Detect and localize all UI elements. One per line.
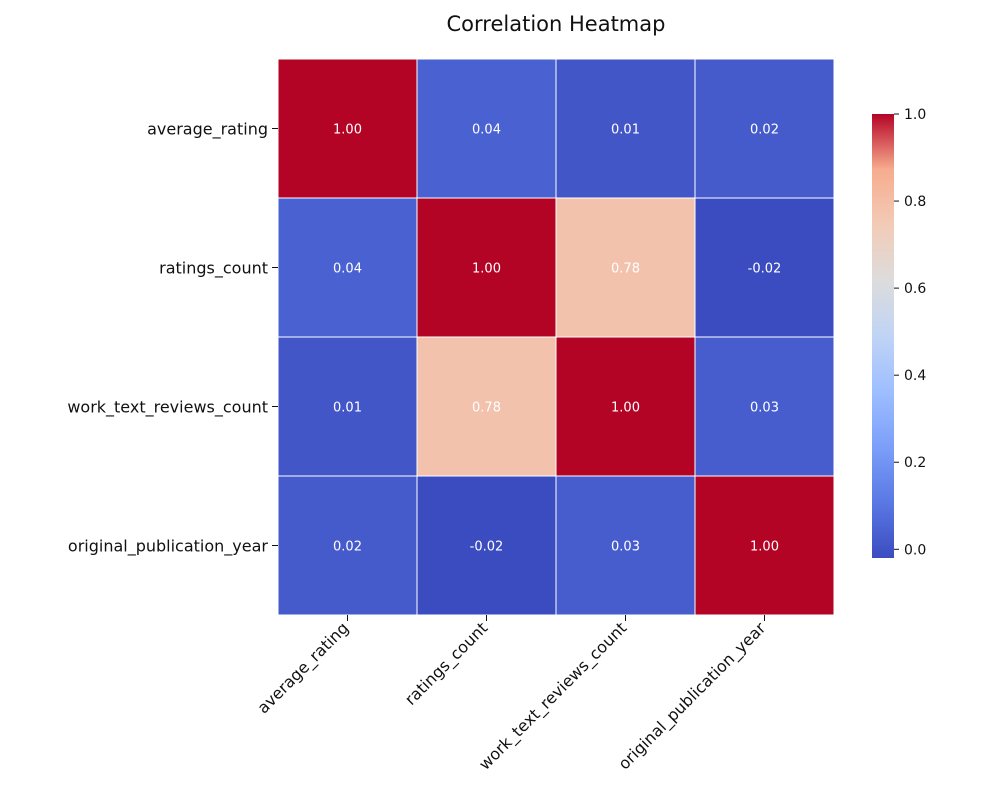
cell-value-label-0-3: 0.02 — [750, 123, 779, 138]
cell-value-label-3-2: 0.03 — [611, 540, 640, 555]
colorbar-tick-label: 0.4 — [904, 368, 926, 384]
x-tick-label-original_publication_year: original_publication_year — [614, 618, 770, 774]
colorbar-gradient — [872, 114, 894, 558]
heatmap-cell-1-1 — [416, 197, 557, 338]
cell-value-label-2-0: 0.01 — [333, 401, 362, 416]
colorbar-tick-label: 0.6 — [904, 281, 926, 297]
x-tick-label-work_text_reviews_count: work_text_reviews_count — [475, 618, 631, 774]
y-tick-label-ratings_count: ratings_count — [159, 259, 268, 279]
heatmap-cell-0-3 — [694, 58, 835, 199]
y-tick-label-original_publication_year: original_publication_year — [68, 537, 269, 557]
cell-value-label-2-1: 0.78 — [472, 401, 501, 416]
heatmap-cell-1-3 — [694, 197, 835, 338]
cell-value-label-0-1: 0.04 — [472, 123, 501, 138]
x-tick-labels: average_rating ratings_countwork_text_rev… — [253, 615, 770, 774]
colorbar-tick-label: 0.2 — [904, 455, 926, 471]
heatmap-cell-3-0 — [277, 475, 418, 616]
chart-title: Correlation Heatmap — [447, 12, 666, 36]
colorbar-tick-label: 0.0 — [904, 542, 926, 558]
cell-value-label-0-2: 0.01 — [611, 123, 640, 138]
heatmap-cell-0-2 — [555, 58, 696, 199]
x-tick-label-average_rating: average_rating — [253, 618, 353, 718]
colorbar-ticks: 0.0 0.2 0.4 0.6 0.8 1.0 — [894, 107, 926, 558]
heatmap-cell-3-3 — [694, 475, 835, 616]
heatmap-cells: 1.00 0.04 0.01 0.02 0.04 1.00 0.78 -0.02 0.01 0.7… — [277, 58, 835, 616]
colorbar-tick-label: 0.8 — [904, 194, 926, 210]
cell-value-label-0-0: 1.00 — [333, 123, 362, 138]
heatmap-cell-3-1 — [416, 475, 557, 616]
cell-value-label-2-3: 0.03 — [750, 401, 779, 416]
y-tick-label-work_text_reviews_count: work_text_reviews_count — [67, 398, 268, 418]
colorbar-tick-label: 1.0 — [904, 107, 926, 123]
colorbar: 0.0 0.2 0.4 0.6 0.8 1.0 — [872, 107, 926, 558]
cell-value-label-1-3: -0.02 — [748, 262, 782, 277]
heatmap-cell-0-0 — [277, 58, 418, 199]
cell-value-label-1-0: 0.04 — [333, 262, 362, 277]
y-tick-label-average_rating: average_rating — [147, 120, 268, 140]
heatmap-cell-0-1 — [416, 58, 557, 199]
x-tick-label-ratings_count: ratings_count — [401, 618, 492, 709]
heatmap-cell-2-1 — [416, 336, 557, 477]
cell-value-label-2-2: 1.00 — [611, 401, 640, 416]
cell-value-label-1-2: 0.78 — [611, 262, 640, 277]
cell-value-label-3-0: 0.02 — [333, 540, 362, 555]
heatmap-cell-1-0 — [277, 197, 418, 338]
y-tick-labels: average_rating ratings_count work_text_rev… — [67, 120, 278, 557]
heatmap-cell-3-2 — [555, 475, 696, 616]
cell-value-label-3-3: 1.00 — [750, 540, 779, 555]
cell-value-label-1-1: 1.00 — [472, 262, 501, 277]
cell-value-label-3-1: -0.02 — [470, 540, 504, 555]
heatmap-cell-2-3 — [694, 336, 835, 477]
